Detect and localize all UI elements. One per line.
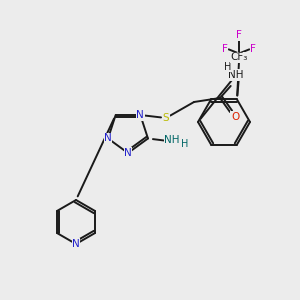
Text: H: H: [181, 140, 189, 149]
Text: F: F: [236, 31, 242, 40]
Text: N: N: [124, 148, 132, 158]
Text: N: N: [136, 110, 144, 120]
Text: N: N: [72, 239, 80, 249]
Text: NH: NH: [228, 70, 244, 80]
Text: S: S: [163, 113, 169, 123]
Text: CF₃: CF₃: [230, 52, 248, 62]
Text: F: F: [250, 44, 256, 55]
Text: O: O: [231, 112, 239, 122]
Text: NH: NH: [164, 136, 180, 146]
Text: N: N: [104, 134, 112, 143]
Text: H: H: [224, 62, 232, 72]
Text: F: F: [222, 44, 228, 55]
